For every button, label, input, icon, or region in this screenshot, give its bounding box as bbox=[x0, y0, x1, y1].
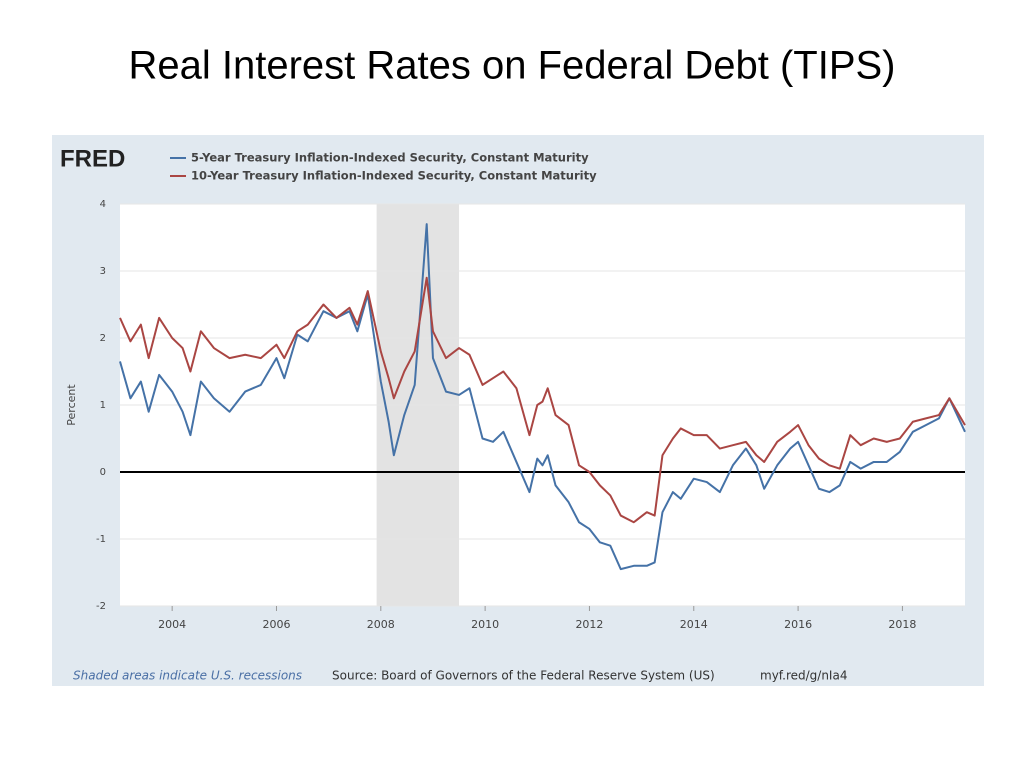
x-tick-label: 2006 bbox=[262, 618, 290, 631]
y-tick-label: 2 bbox=[100, 333, 106, 344]
series-line bbox=[119, 276, 966, 524]
legend-label: 5-Year Treasury Inflation-Indexed Securi… bbox=[191, 151, 589, 165]
x-tick-label: 2004 bbox=[158, 618, 186, 631]
y-tick-label: 1 bbox=[100, 400, 106, 411]
x-tick-label: 2016 bbox=[784, 618, 812, 631]
y-tick-label: 0 bbox=[100, 467, 106, 478]
legend-label: 10-Year Treasury Inflation-Indexed Secur… bbox=[191, 169, 597, 183]
x-tick-label: 2018 bbox=[888, 618, 916, 631]
x-tick-label: 2012 bbox=[575, 618, 603, 631]
recession-note: Shaded areas indicate U.S. recessions bbox=[73, 669, 302, 683]
y-tick-label: 4 bbox=[100, 199, 106, 210]
y-tick-label: -2 bbox=[96, 601, 106, 612]
fred-logo: FRED bbox=[60, 145, 125, 172]
x-tick-label: 2008 bbox=[367, 618, 395, 631]
series-line bbox=[119, 223, 966, 571]
slide-title: Real Interest Rates on Federal Debt (TIP… bbox=[129, 44, 896, 88]
source-note: Source: Board of Governors of the Federa… bbox=[332, 669, 715, 683]
y-tick-label: 3 bbox=[100, 266, 106, 277]
x-tick-label: 2014 bbox=[680, 618, 708, 631]
x-tick-label: 2010 bbox=[471, 618, 499, 631]
url-note: myf.red/g/nIa4 bbox=[760, 669, 847, 683]
y-tick-label: -1 bbox=[96, 534, 106, 545]
y-axis-label: Percent bbox=[65, 384, 78, 426]
